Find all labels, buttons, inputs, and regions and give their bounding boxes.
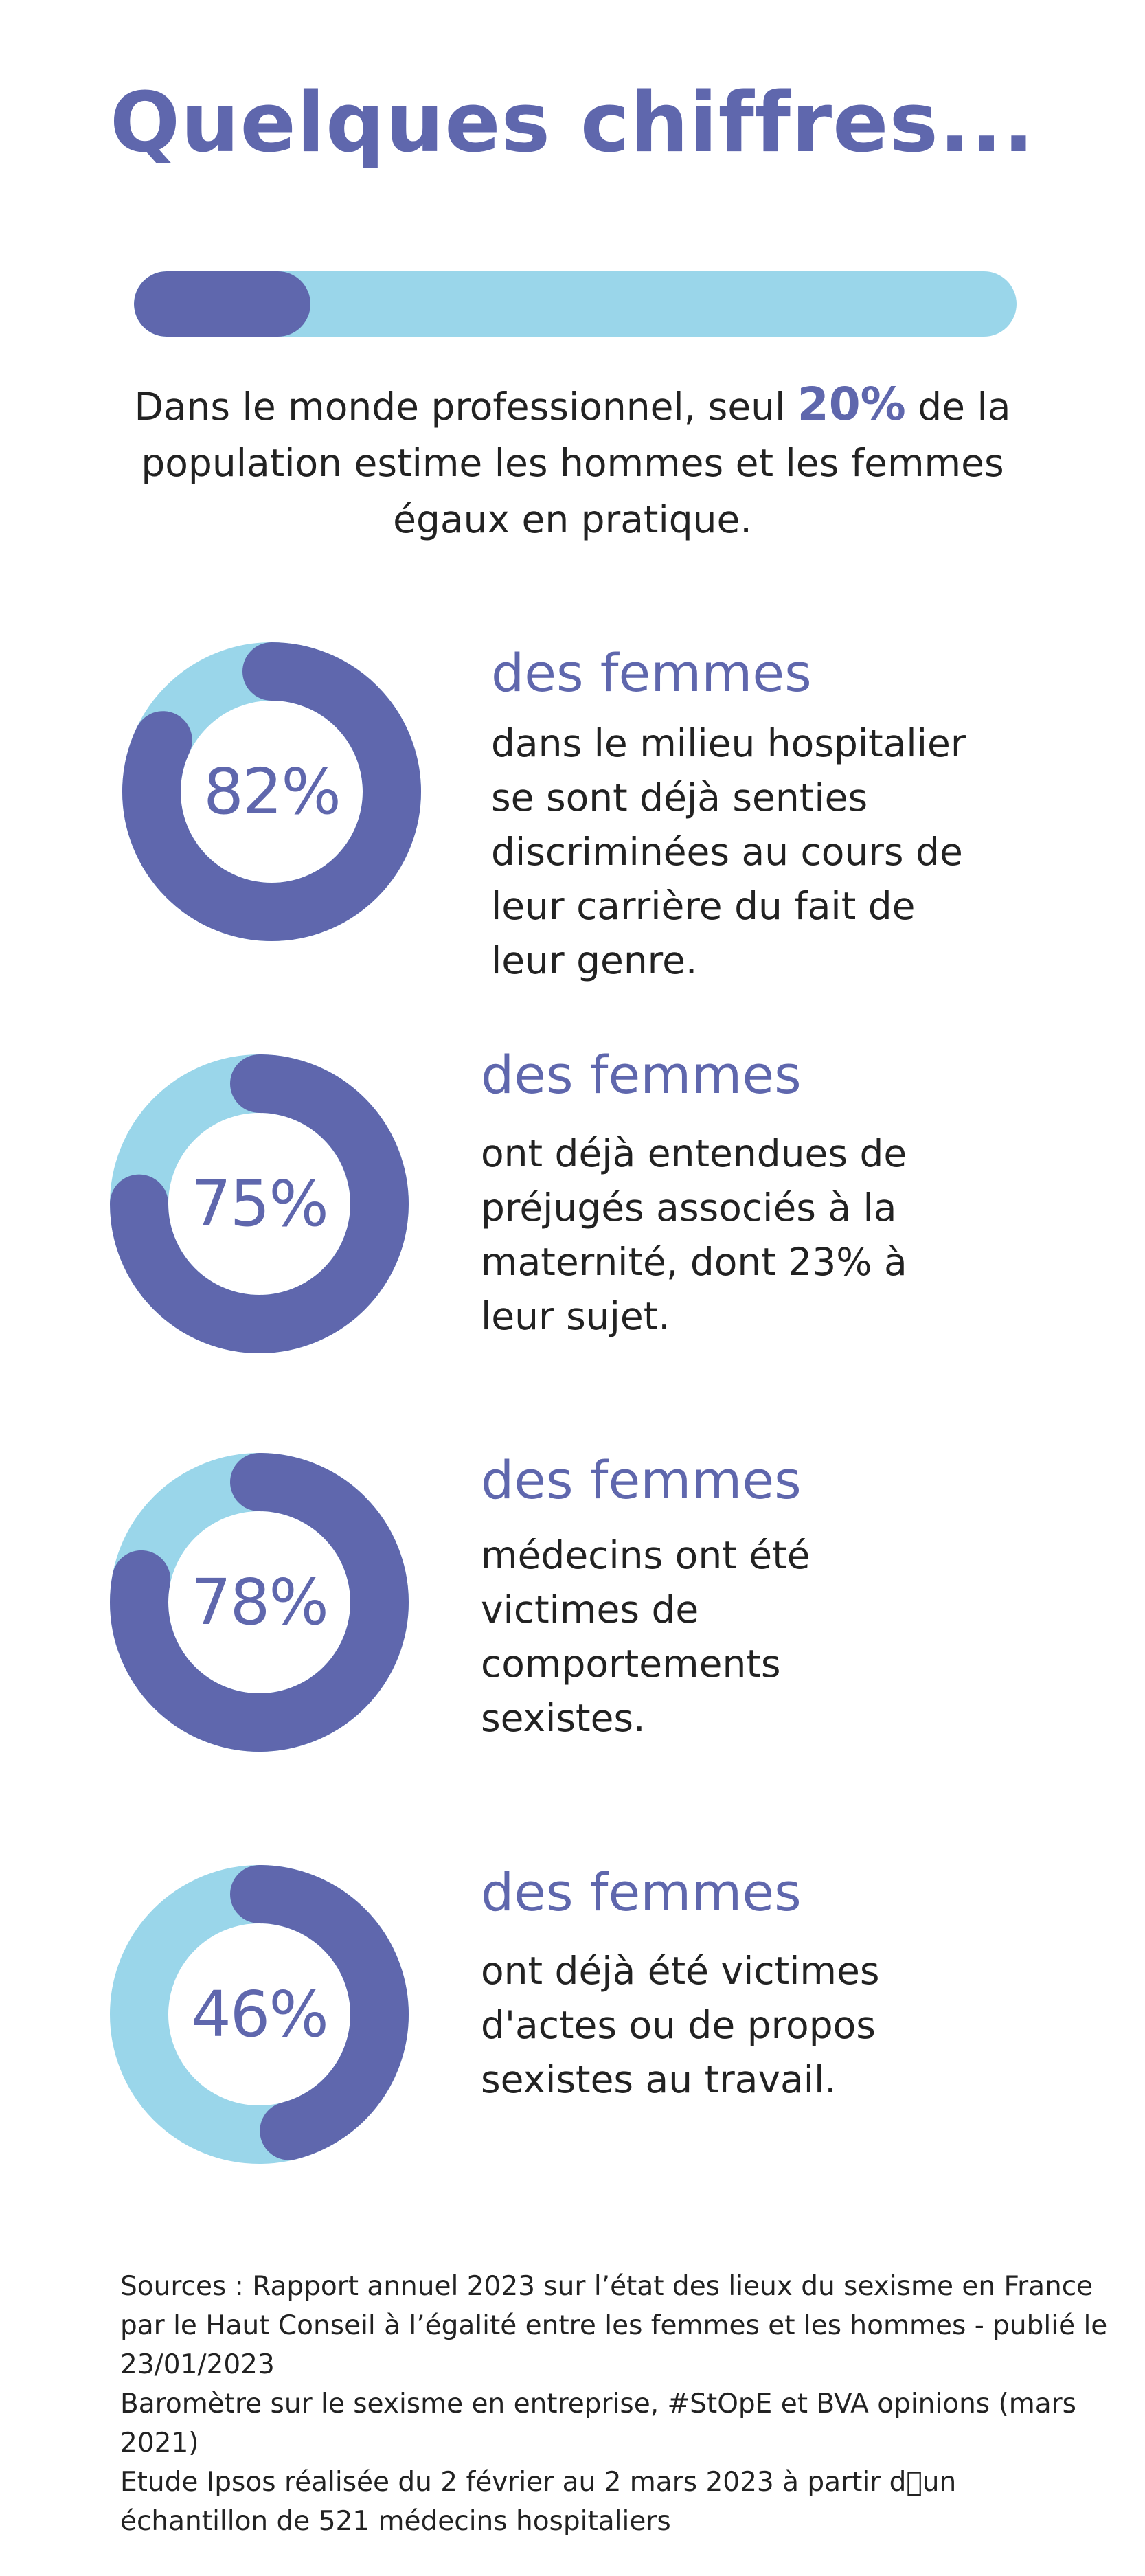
page-title: Quelques chiffres... (110, 76, 1035, 171)
donut-chart: 78% (110, 1453, 409, 1752)
stat-description: médecins ont été victimes de comportemen… (481, 1533, 810, 1740)
donut-svg (110, 1453, 409, 1752)
donut-value-arc (110, 1054, 409, 1353)
stat-description: ont déjà entendues de préjugés associés … (481, 1131, 907, 1338)
donut-svg (122, 642, 421, 941)
donut-value-arc (122, 642, 421, 941)
progress-bar (134, 271, 1017, 337)
stat-heading: des femmes (481, 1044, 802, 1105)
intro-text: Dans le monde professionnel, seul 20% de… (82, 376, 1063, 547)
donut-value-arc (110, 1453, 409, 1752)
donut-percent-label: 78% (191, 1566, 328, 1639)
donut-percent-label: 82% (203, 755, 341, 828)
sources-block: Sources : Rapport annuel 2023 sur l’état… (120, 2267, 1109, 2541)
donut-percent-label: 75% (191, 1167, 328, 1241)
stat-description: dans le milieu hospitalier se sont déjà … (491, 721, 966, 982)
stat-description: ont déjà été victimes d'actes ou de prop… (481, 1949, 880, 2101)
donut-chart: 82% (122, 642, 421, 941)
intro-text-before: Dans le monde professionnel, seul (134, 385, 797, 429)
stat-heading: des femmes (491, 642, 812, 703)
donut-svg (110, 1054, 409, 1353)
donut-percent-label: 46% (191, 1978, 328, 2051)
stat-heading: des femmes (481, 1449, 802, 1511)
source-line: Etude Ipsos réalisée du 2 février au 2 m… (120, 2467, 957, 2537)
donut-value-arc (110, 1865, 409, 2164)
donut-chart: 46% (110, 1865, 409, 2164)
intro-highlight: 20% (797, 378, 906, 431)
source-line: Baromètre sur le sexisme en entreprise, … (120, 2388, 1076, 2459)
progress-bar-fill (134, 271, 310, 337)
stat-heading: des femmes (481, 1862, 802, 1923)
donut-chart: 75% (110, 1054, 409, 1353)
source-line: Sources : Rapport annuel 2023 sur l’état… (120, 2271, 1108, 2380)
donut-svg (110, 1865, 409, 2164)
intro-text-after: de la population estime les hommes et le… (141, 385, 1011, 541)
